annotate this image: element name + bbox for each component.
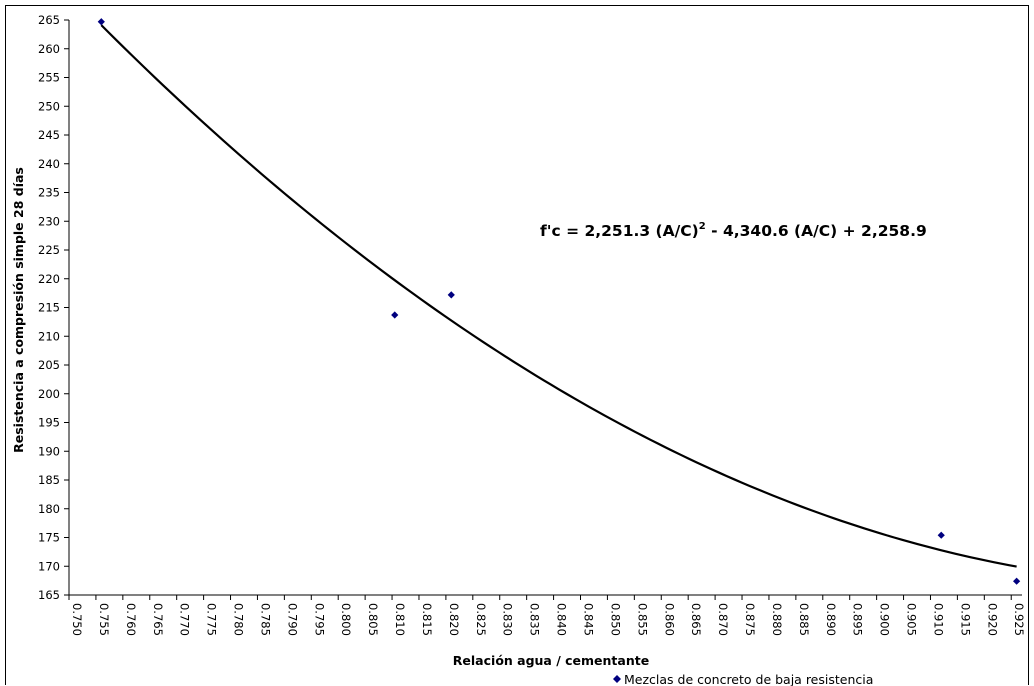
y-tick-label: 225: [38, 243, 60, 257]
x-axis-title: Relación agua / cementante: [453, 653, 649, 668]
x-tick-label: 0.820: [447, 603, 461, 636]
x-tick-label: 0.785: [258, 603, 272, 636]
data-point: [1013, 577, 1021, 585]
x-tick-label: 0.865: [689, 603, 703, 636]
x-tick-label: 0.875: [743, 603, 757, 636]
x-tick-label: 0.905: [905, 603, 919, 636]
y-tick-label: 240: [38, 157, 60, 171]
x-tick-label: 0.885: [797, 603, 811, 636]
y-tick-label: 220: [38, 272, 60, 286]
x-tick-label: 0.845: [581, 603, 595, 636]
x-tick-label: 0.840: [555, 603, 569, 636]
y-tick-label: 230: [38, 214, 60, 228]
x-tick-label: 0.760: [124, 603, 138, 636]
y-tick-label: 205: [38, 358, 60, 372]
data-point: [97, 18, 105, 26]
trendline: [100, 24, 1017, 568]
x-tick-label: 0.855: [635, 603, 649, 636]
x-tick-label: 0.790: [285, 603, 299, 636]
x-tick-label: 0.795: [312, 603, 326, 636]
y-tick-label: 265: [38, 13, 60, 27]
y-tick-label: 195: [38, 416, 60, 430]
x-tick-label: 0.805: [366, 603, 380, 636]
equation-prefix: f'c = 2,251.3 (A/C): [540, 222, 699, 240]
equation-exponent: 2: [699, 221, 706, 232]
x-tick-label: 0.835: [528, 603, 542, 636]
y-tick-label: 235: [38, 186, 60, 200]
x-tick-label: 0.880: [770, 603, 784, 636]
x-tick-label: 0.765: [151, 603, 165, 636]
y-tick-label: 185: [38, 473, 60, 487]
x-tick-label: 0.900: [878, 603, 892, 636]
x-tick-label: 0.800: [339, 603, 353, 636]
axes: [68, 20, 1022, 596]
x-tick-label: 0.830: [501, 603, 515, 636]
legend: Mezclas de concreto de baja resistencia: [613, 672, 873, 686]
chart-frame: [5, 5, 1029, 685]
x-tick-label: 0.915: [958, 603, 972, 636]
x-tick-label: 0.825: [474, 603, 488, 636]
y-tick-label: 260: [38, 42, 60, 56]
x-tick-label: 0.860: [662, 603, 676, 636]
y-tick-label: 165: [38, 588, 60, 602]
equation-annotation: f'c = 2,251.3 (A/C)2 - 4,340.6 (A/C) + 2…: [540, 221, 927, 240]
y-tick-label: 250: [38, 99, 60, 113]
equation-suffix: - 4,340.6 (A/C) + 2,258.9: [706, 222, 927, 240]
x-tick-label: 0.870: [716, 603, 730, 636]
x-tick-label: 0.750: [70, 603, 84, 636]
legend-label: Mezclas de concreto de baja resistencia: [624, 672, 873, 686]
y-tick-label: 215: [38, 301, 60, 315]
x-tick-label: 0.925: [1012, 603, 1026, 636]
data-points: [97, 18, 1021, 585]
y-tick-label: 190: [38, 444, 60, 458]
y-tick-label: 175: [38, 531, 60, 545]
data-point: [447, 291, 455, 299]
y-axis-ticks: 165 170 175 180 185 190 195 200 205 210 215 220 225 2…: [38, 13, 69, 602]
y-tick-label: 180: [38, 502, 60, 516]
x-tick-label: 0.780: [232, 603, 246, 636]
x-tick-label: 0.775: [205, 603, 219, 636]
data-point: [391, 311, 399, 319]
x-axis-ticks: 0.750 0.755 0.760 0.765 0.770 0.775 0.780 0.785…: [68, 595, 1026, 636]
x-tick-label: 0.810: [393, 603, 407, 636]
x-tick-label: 0.895: [851, 603, 865, 636]
data-point: [937, 531, 945, 539]
y-tick-label: 210: [38, 329, 60, 343]
x-tick-label: 0.770: [178, 603, 192, 636]
y-axis-title: Resistencia a compresión simple 28 días: [11, 167, 26, 453]
x-tick-label: 0.910: [931, 603, 945, 636]
x-tick-label: 0.755: [97, 603, 111, 636]
legend-marker-icon: [613, 675, 621, 683]
y-tick-label: 245: [38, 128, 60, 142]
x-tick-label: 0.850: [608, 603, 622, 636]
y-tick-label: 200: [38, 387, 60, 401]
y-tick-label: 170: [38, 559, 60, 573]
x-tick-label: 0.890: [824, 603, 838, 636]
x-tick-label: 0.815: [420, 603, 434, 636]
trendline-group: [100, 24, 1017, 568]
y-tick-label: 255: [38, 71, 60, 85]
x-tick-label: 0.920: [985, 603, 999, 636]
